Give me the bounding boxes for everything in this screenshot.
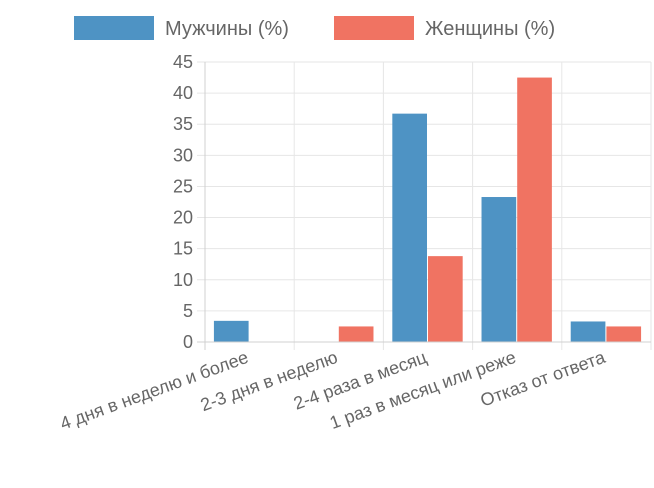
y-tick-label: 0 [183,332,193,352]
y-tick-label: 30 [173,145,193,165]
y-tick-label: 20 [173,208,193,228]
bar-women [517,77,552,342]
legend-label-men: Мужчины (%) [165,18,289,40]
bar-women [338,326,374,342]
bars [213,77,642,342]
bar-men [570,321,606,342]
legend-swatch-men [74,16,154,40]
y-tick-label: 5 [183,301,193,321]
y-tick-label: 45 [173,52,193,72]
y-axis-ticks: 0 5 10 15 20 25 30 35 40 45 [173,52,193,352]
legend-label-women: Женщины (%) [425,18,555,40]
y-tick-label: 15 [173,239,193,259]
bar-men [481,197,517,342]
axes [197,62,651,350]
y-tick-label: 10 [173,270,193,290]
y-tick-label: 40 [173,83,193,103]
y-tick-label: 35 [173,114,193,134]
legend-swatch-women [334,16,414,40]
legend: Мужчины (%) Женщины (%) [74,16,555,40]
bar-women [606,326,642,342]
bar-men [213,320,249,342]
bar-men [392,113,427,342]
y-tick-label: 25 [173,176,193,196]
bar-women [428,256,463,342]
